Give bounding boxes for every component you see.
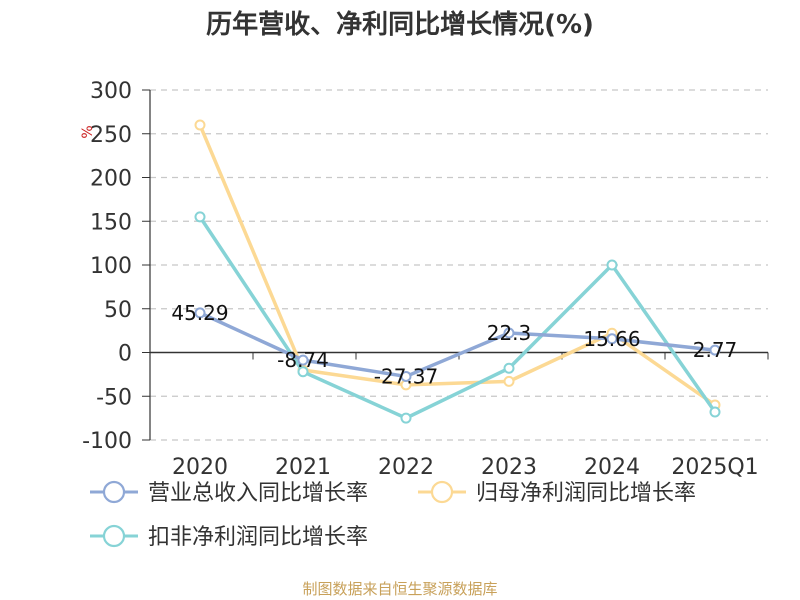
data-point (400, 370, 412, 382)
data-label: 22.3 (487, 321, 532, 345)
data-label: 2.77 (693, 338, 738, 362)
data-label: -27.37 (374, 364, 438, 388)
y-tick-label: 150 (90, 210, 132, 235)
legend-marker (430, 480, 454, 504)
y-tick-label: -50 (96, 385, 132, 410)
data-point (297, 354, 309, 366)
legend-label: 营业总收入同比增长率 (148, 481, 368, 506)
data-label: -8.74 (277, 348, 329, 372)
y-tick-label: 300 (90, 79, 132, 104)
series-line (198, 311, 717, 379)
x-tick-label: 2021 (275, 455, 331, 480)
x-tick-label: 2025Q1 (671, 455, 758, 480)
data-point (709, 344, 721, 356)
axis-layer: -100 -50 0 50 100 150 200 250 300% 2020 2021 2022 20… (80, 79, 769, 480)
data-point (297, 366, 309, 378)
y-tick-label: 250 (90, 123, 132, 148)
y-tick-label: -100 (82, 429, 132, 454)
grid-layer (150, 89, 768, 441)
x-tick-label: 2024 (584, 455, 640, 480)
legend-marker (102, 524, 126, 548)
y-unit-label: % (80, 125, 96, 138)
data-point (194, 119, 206, 131)
series-line (198, 215, 717, 420)
data-label: 45.29 (171, 301, 228, 325)
legend-label: 扣非净利润同比增长率 (148, 525, 368, 550)
data-point (606, 259, 618, 271)
data-point (503, 362, 515, 374)
y-tick-label: 0 (118, 342, 132, 367)
source-note: 制图数据来自恒生聚源数据库 (302, 580, 498, 598)
x-tick-label: 2020 (172, 455, 228, 480)
y-tick-label: 200 (90, 167, 132, 192)
data-point (503, 327, 515, 339)
x-tick-label: 2022 (378, 455, 434, 480)
legend-label: 归母净利润同比增长率 (476, 481, 696, 506)
data-point (194, 211, 206, 223)
data-point (400, 412, 412, 424)
legend-marker (102, 480, 126, 504)
x-tick-label: 2023 (481, 455, 537, 480)
data-label-layer: 45.29 -8.74 -27.37 22.3 15.66 2.77 (171, 301, 737, 389)
y-tick-label: 100 (90, 254, 132, 279)
data-point (709, 406, 721, 418)
y-tick-label: 50 (104, 298, 132, 323)
data-point (606, 333, 618, 345)
data-point (503, 375, 515, 387)
chart-title: 历年营收、净利同比增长情况(%) (206, 10, 594, 40)
series-layer (194, 119, 721, 424)
data-label: 15.66 (583, 327, 640, 351)
series-line (198, 123, 717, 407)
data-point (194, 307, 206, 319)
